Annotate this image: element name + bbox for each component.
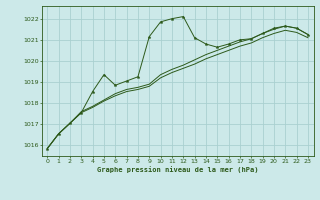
X-axis label: Graphe pression niveau de la mer (hPa): Graphe pression niveau de la mer (hPa) — [97, 166, 258, 173]
